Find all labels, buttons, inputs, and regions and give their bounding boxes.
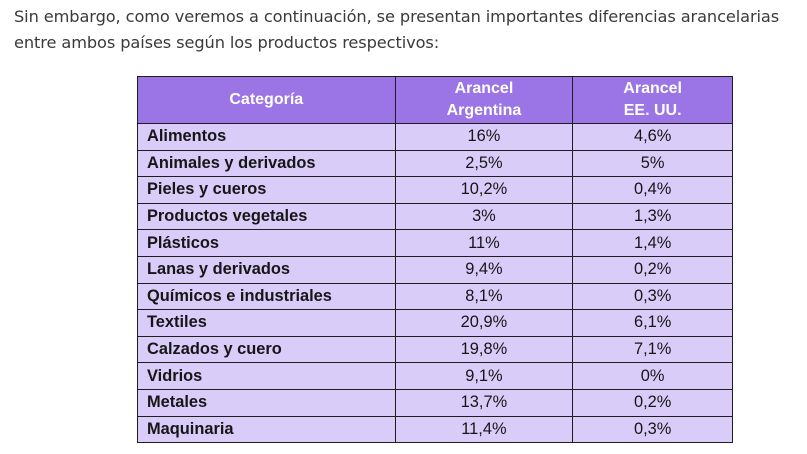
usa-tariff-cell: 7,1% bbox=[572, 335, 733, 364]
usa-tariff-cell: 0,2% bbox=[572, 388, 733, 417]
header-usa-line2: EE. UU. bbox=[623, 102, 682, 119]
intro-paragraph: Sin embargo, como veremos a continuación… bbox=[14, 7, 780, 52]
usa-tariff-cell: 1,4% bbox=[572, 229, 733, 257]
usa-tariff-cell: 4,6% bbox=[572, 123, 733, 151]
table-row: Metales 13,7% 0,2% bbox=[137, 388, 733, 417]
category-cell: Textiles bbox=[137, 309, 396, 337]
usa-tariff-cell: 0,4% bbox=[572, 176, 733, 204]
header-usa-tariff: Arancel EE. UU. bbox=[572, 76, 733, 124]
table-row: Animales y derivados 2,5% 5% bbox=[137, 149, 733, 178]
category-cell: Pieles y cueros bbox=[137, 176, 396, 204]
category-cell: Productos vegetales bbox=[137, 202, 396, 231]
argentina-tariff-cell: 10,2% bbox=[394, 176, 574, 204]
table-row: Textiles 20,9% 6,1% bbox=[137, 309, 733, 337]
table-row: Calzados y cuero 19,8% 7,1% bbox=[137, 335, 733, 364]
category-cell: Químicos e industriales bbox=[137, 282, 396, 311]
usa-tariff-cell: 5% bbox=[572, 149, 733, 178]
usa-tariff-cell: 0% bbox=[572, 362, 733, 390]
table-header-row: Categoría Arancel Argentina Arancel EE. … bbox=[137, 76, 733, 124]
table-row: Plásticos 11% 1,4% bbox=[137, 229, 733, 257]
argentina-tariff-cell: 8,1% bbox=[394, 282, 574, 311]
argentina-tariff-cell: 11,4% bbox=[394, 415, 574, 444]
category-cell: Maquinaria bbox=[137, 415, 396, 444]
header-argentina-line2: Argentina bbox=[446, 102, 522, 119]
argentina-tariff-cell: 9,1% bbox=[394, 362, 574, 390]
table-row: Químicos e industriales 8,1% 0,3% bbox=[137, 282, 733, 311]
argentina-tariff-cell: 9,4% bbox=[394, 255, 574, 284]
category-cell: Alimentos bbox=[137, 123, 396, 151]
header-category: Categoría bbox=[137, 76, 396, 124]
tariff-comparison-table: Categoría Arancel Argentina Arancel EE. … bbox=[137, 76, 733, 444]
category-cell: Metales bbox=[137, 388, 396, 417]
usa-tariff-cell: 0,3% bbox=[572, 415, 733, 444]
table-row: Vidrios 9,1% 0% bbox=[137, 362, 733, 390]
argentina-tariff-cell: 16% bbox=[394, 123, 574, 151]
table-row: Pieles y cueros 10,2% 0,4% bbox=[137, 176, 733, 204]
header-argentina-line1: Arancel bbox=[454, 80, 514, 97]
header-usa-line1: Arancel bbox=[623, 80, 682, 97]
table-row: Productos vegetales 3% 1,3% bbox=[137, 202, 733, 231]
usa-tariff-cell: 6,1% bbox=[572, 309, 733, 337]
header-argentina-tariff: Arancel Argentina bbox=[394, 76, 574, 124]
table-row: Alimentos 16% 4,6% bbox=[137, 123, 733, 151]
category-cell: Calzados y cuero bbox=[137, 335, 396, 364]
table-row: Maquinaria 11,4% 0,3% bbox=[137, 415, 733, 444]
category-cell: Lanas y derivados bbox=[137, 255, 396, 284]
argentina-tariff-cell: 11% bbox=[394, 229, 574, 257]
usa-tariff-cell: 1,3% bbox=[572, 202, 733, 231]
table-row: Lanas y derivados 9,4% 0,2% bbox=[137, 255, 733, 284]
argentina-tariff-cell: 20,9% bbox=[394, 309, 574, 337]
usa-tariff-cell: 0,2% bbox=[572, 255, 733, 284]
category-cell: Plásticos bbox=[137, 229, 396, 257]
argentina-tariff-cell: 13,7% bbox=[394, 388, 574, 417]
category-cell: Animales y derivados bbox=[137, 149, 396, 178]
argentina-tariff-cell: 3% bbox=[394, 202, 574, 231]
usa-tariff-cell: 0,3% bbox=[572, 282, 733, 311]
category-cell: Vidrios bbox=[137, 362, 396, 390]
argentina-tariff-cell: 19,8% bbox=[394, 335, 574, 364]
argentina-tariff-cell: 2,5% bbox=[394, 149, 574, 178]
